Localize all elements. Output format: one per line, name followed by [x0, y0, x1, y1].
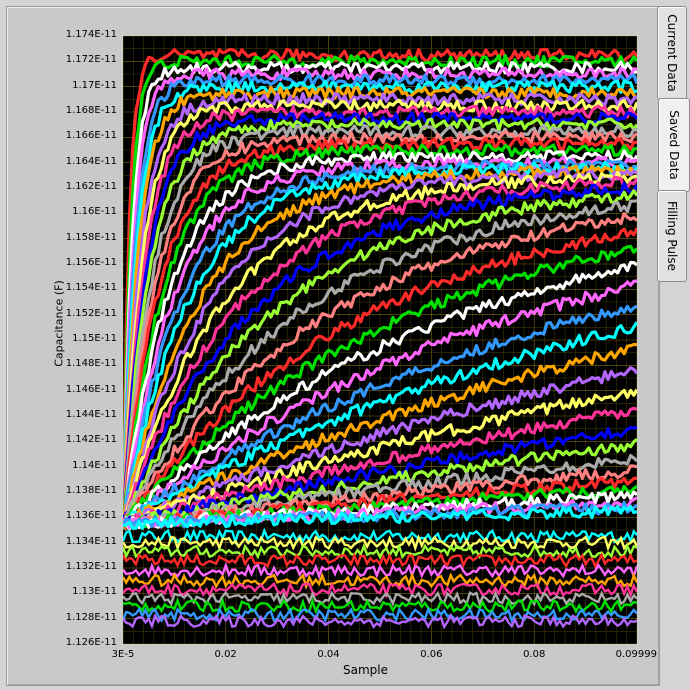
series-line — [122, 504, 638, 531]
series-line — [121, 189, 639, 527]
y-tick-label: 1.152E-11 — [65, 307, 117, 319]
series-line — [122, 342, 638, 528]
plot-area[interactable] — [121, 35, 639, 645]
flat-series-line — [122, 613, 638, 630]
series-line — [121, 149, 639, 529]
x-tick-label: 0.09999 — [615, 649, 657, 660]
x-tick-label: 0.06 — [420, 649, 443, 660]
flat-series-line — [122, 596, 638, 615]
tab-saved-data-label: Saved Data — [667, 110, 681, 180]
flat-series-line — [122, 580, 639, 600]
y-tick-label: 1.142E-11 — [65, 434, 117, 446]
series-line — [121, 98, 639, 523]
y-tick-label: 1.14E-11 — [72, 459, 117, 471]
x-tick-label: 0.02 — [214, 649, 237, 660]
y-tick-label: 1.126E-11 — [65, 637, 117, 648]
y-tick-label: 1.144E-11 — [65, 409, 117, 420]
y-tick-label: 1.132E-11 — [65, 561, 117, 572]
series-line — [121, 85, 639, 523]
y-tick-label: 1.156E-11 — [65, 257, 117, 268]
y-tick-label: 1.168E-11 — [65, 105, 117, 116]
x-tick-label: 0.08 — [523, 649, 546, 660]
series-line — [121, 181, 639, 520]
y-tick-label: 1.16E-11 — [72, 206, 117, 218]
series-line — [122, 406, 638, 525]
series-line — [121, 170, 638, 523]
y-tick-label: 1.148E-11 — [65, 358, 117, 370]
series-line — [121, 260, 638, 530]
flat-series-line — [122, 590, 638, 608]
y-tick-label: 1.166E-11 — [65, 130, 117, 142]
flat-series-line — [121, 571, 639, 591]
flat-series-line — [121, 542, 638, 560]
y-tick-label: 1.136E-11 — [65, 510, 117, 522]
flat-series-line — [122, 561, 639, 580]
series-line — [121, 66, 638, 525]
series-line — [121, 484, 638, 530]
flat-series-line — [121, 551, 638, 570]
flat-series-line — [121, 527, 638, 546]
y-tick-label: 1.146E-11 — [65, 383, 117, 395]
y-tick-label: 1.15E-11 — [72, 333, 117, 344]
series-line — [121, 130, 638, 522]
series-line — [121, 143, 638, 527]
tab-saved-data[interactable]: Saved Data — [658, 98, 690, 192]
series-line — [121, 244, 639, 525]
y-tick-label: 1.174E-11 — [65, 29, 117, 40]
y-tick-label: 1.17E-11 — [72, 79, 117, 91]
series-line — [121, 158, 638, 528]
series-line — [121, 167, 638, 523]
tab-strip: Current Data Saved Data Filling Pulse — [656, 0, 690, 690]
x-tick-label: 0.04 — [317, 649, 340, 660]
x-axis-label: Sample — [343, 663, 388, 677]
series-line — [121, 155, 638, 527]
y-tick-label: 1.172E-11 — [65, 54, 117, 66]
y-tick-label: 1.154E-11 — [65, 282, 117, 294]
y-tick-label: 1.128E-11 — [65, 611, 117, 623]
x-tick-label: 3E-5 — [111, 649, 135, 660]
series-line — [122, 279, 638, 525]
flat-series-line — [121, 606, 638, 624]
y-tick-label: 1.138E-11 — [65, 485, 117, 496]
series-line — [121, 175, 639, 528]
tab-filling-pulse-label: Filling Pulse — [665, 200, 679, 272]
series-line — [121, 60, 638, 523]
series-line — [121, 199, 638, 526]
y-tick-label: 1.162E-11 — [65, 181, 117, 192]
series-line — [122, 321, 639, 526]
series-line — [121, 227, 639, 526]
tab-filling-pulse[interactable]: Filling Pulse — [657, 190, 687, 282]
series-line — [121, 79, 638, 519]
series-line — [121, 304, 638, 530]
capacitance-chart — [121, 35, 639, 645]
y-tick-label: 1.13E-11 — [72, 586, 117, 598]
tab-current-data[interactable]: Current Data — [657, 6, 687, 100]
graph-panel: Capacitance (F) Sample 1.174E-11 1.172E-1… — [6, 6, 660, 686]
y-tick-label: 1.164E-11 — [65, 155, 117, 167]
y-tick-label: 1.158E-11 — [65, 231, 117, 243]
series-line — [122, 425, 638, 529]
series-line — [121, 366, 639, 526]
y-tick-label: 1.134E-11 — [65, 535, 117, 547]
flat-series-line — [121, 533, 639, 552]
tab-current-data-label: Current Data — [665, 14, 679, 92]
series-line — [121, 212, 639, 526]
